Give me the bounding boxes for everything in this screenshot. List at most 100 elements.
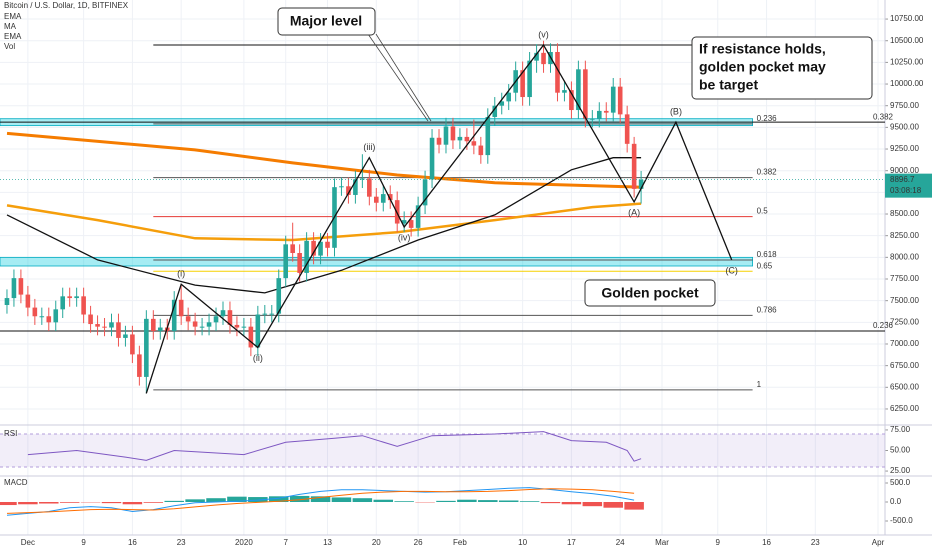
candle-body: [596, 110, 602, 119]
y-tick-label: 9250.00: [890, 144, 919, 153]
candle-body: [25, 294, 31, 308]
moving-average: [6, 202, 642, 242]
candle-body: [192, 321, 198, 327]
x-tick-label: 13: [323, 538, 332, 547]
histogram-bar: [478, 500, 498, 503]
histogram-bar: [164, 500, 184, 503]
candle-body: [60, 296, 66, 310]
histogram-bar: [122, 502, 143, 505]
indicator-label: EMA: [4, 32, 22, 41]
rsi-band: [0, 434, 885, 467]
histogram-bar: [206, 498, 226, 503]
panel-title: MACD: [4, 478, 28, 487]
wave-label: (v): [538, 29, 549, 39]
wave-label: (iii): [363, 142, 375, 152]
candle-body: [534, 52, 539, 61]
candle-body: [353, 179, 358, 195]
candle-body: [492, 105, 498, 117]
candle-body: [213, 316, 219, 323]
candle-body: [638, 179, 644, 189]
histogram-bar: [289, 495, 310, 503]
y-tick-label: -500.0: [890, 516, 913, 525]
histogram-bar: [457, 499, 477, 503]
candle-body: [485, 116, 491, 156]
candle-body: [290, 244, 295, 254]
candle-body: [415, 205, 421, 228]
x-tick-label: 20: [372, 538, 381, 547]
y-tick-label: 7500.00: [890, 296, 919, 305]
x-tick-label: 10: [518, 538, 527, 547]
callout-text: Golden pocket: [601, 285, 699, 301]
macd-line: [6, 487, 635, 516]
price-tag: [885, 173, 932, 198]
x-tick-label: 16: [128, 538, 137, 547]
histogram-bar: [436, 500, 456, 503]
histogram-bar: [59, 502, 80, 503]
candle-body: [130, 334, 135, 355]
level-label: 0.618: [757, 250, 778, 259]
candle-body: [81, 296, 86, 315]
indicator-label: MA: [4, 22, 17, 31]
y-tick-label: 10250.00: [890, 57, 924, 66]
candle-body: [450, 126, 456, 141]
candle-body: [603, 110, 609, 113]
callout-text: If resistance holds,: [699, 41, 826, 57]
candle-body: [373, 196, 379, 203]
histogram-bar: [248, 497, 268, 503]
wave-label: (iv): [398, 232, 411, 242]
candle-body: [185, 316, 191, 322]
y-tick-label: 8500.00: [890, 209, 919, 218]
callout-box: [584, 279, 716, 307]
y-tick-label: 9500.00: [890, 122, 919, 131]
indicator-label: Vol: [4, 42, 15, 51]
candle-body: [318, 241, 323, 256]
histogram-bar: [519, 501, 540, 503]
histogram-bar: [185, 499, 205, 503]
candle-body: [541, 52, 546, 65]
candle-body: [32, 307, 38, 317]
histogram-bar: [18, 502, 38, 505]
candle-body: [499, 101, 505, 106]
annotation: Major level If resistance holds, golden …: [277, 7, 873, 307]
candle-body: [631, 143, 637, 189]
candle-body: [464, 136, 470, 142]
candle-body: [527, 60, 532, 98]
x-tick-label: Apr: [872, 538, 885, 547]
panel-title: RSI: [4, 429, 17, 438]
candle-body: [325, 241, 330, 248]
candle-body: [199, 326, 205, 328]
level-label: 0.382: [873, 112, 894, 121]
countdown: 03:08:18: [890, 186, 922, 195]
candle-body: [95, 324, 100, 327]
candle-body: [304, 240, 309, 273]
y-tick-label: 8250.00: [890, 231, 919, 240]
candle-body: [590, 118, 595, 120]
candle-body: [401, 220, 407, 224]
callout-box: [277, 7, 376, 36]
candle-body: [422, 179, 428, 206]
y-tick-label: 8000.00: [890, 252, 919, 261]
y-tick-label: 7000.00: [890, 339, 919, 348]
candle-body: [387, 194, 393, 201]
candle-body: [116, 322, 121, 338]
candle-body: [471, 141, 477, 146]
candle-body: [18, 278, 24, 295]
level-label: 0.236: [757, 114, 778, 123]
level-label: 0.5: [757, 207, 769, 216]
candle-body: [346, 186, 351, 195]
y-tick-label: 9750.00: [890, 101, 919, 110]
y-tick-label: 6500.00: [890, 382, 919, 391]
zone: [0, 256, 753, 267]
histogram-bar: [561, 502, 582, 505]
candle-body: [157, 327, 163, 331]
candle-body: [276, 278, 282, 314]
candle-body: [624, 114, 630, 144]
candle-body: [74, 296, 79, 299]
y-tick-label: 7750.00: [890, 274, 919, 283]
wave-label: (C): [725, 265, 738, 275]
y-tick-label: 50.00: [890, 446, 911, 455]
candle-body: [380, 194, 386, 203]
x-tick-label: 17: [567, 538, 576, 547]
x-tick-label: Dec: [21, 538, 35, 547]
candle-body: [220, 310, 226, 317]
